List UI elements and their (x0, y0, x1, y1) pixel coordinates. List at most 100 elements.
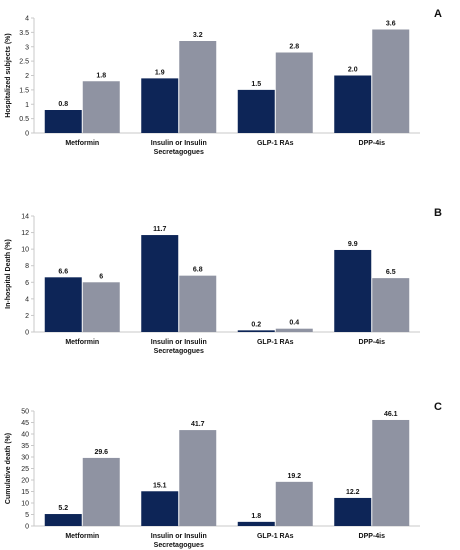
y-tick-label: 25 (21, 466, 29, 473)
y-tick-label: 1.5 (19, 87, 29, 94)
bar-series-2-0 (82, 282, 120, 332)
y-axis-title: In-hospital Death (%) (5, 239, 12, 309)
y-tick-label: 14 (21, 214, 29, 221)
chart-panel-a: 0 0.5 1 1.5 2 2.5 3 3.5 4 Hospitalized subjects (… (5, 8, 442, 156)
y-axis-title: Hospitalized subjects (%) (5, 33, 12, 117)
data-label: 6.8 (193, 267, 203, 274)
y-tick-label: 4 (25, 296, 29, 303)
y-tick-label: 3.5 (19, 30, 29, 37)
bar-series-2-1 (179, 41, 217, 133)
y-tick-label: 10 (21, 501, 29, 508)
bar-series-1-3 (334, 249, 372, 332)
data-label: 0.2 (251, 321, 261, 328)
data-label: 46.1 (384, 411, 398, 418)
data-label: 1.8 (96, 72, 106, 79)
bar-series-1-0 (44, 277, 82, 332)
bar-series-1-2 (237, 330, 275, 332)
category-label-line: GLP-1 RAs (257, 339, 294, 346)
y-tick-label: 8 (25, 263, 29, 270)
bar-series-2-1 (179, 430, 217, 526)
y-tick-label: 15 (21, 489, 29, 496)
category-label: Insulin or Insulin Secretagogues (151, 339, 207, 355)
data-label: 12.2 (346, 489, 360, 496)
chart-panel-b: 0 2 4 6 8 10 12 14 In-hospital Death (%) B 6.6 6 Met… (5, 207, 442, 355)
bar-series-2-0 (82, 457, 120, 526)
y-tick-label: 0 (25, 131, 29, 138)
category-label: GLP-1 RAs (257, 140, 294, 147)
y-tick-label: 3 (25, 44, 29, 51)
category-label: DPP-4is (359, 339, 386, 346)
data-label: 41.7 (191, 421, 205, 428)
y-axis-title: Cumulative death (%) (5, 433, 12, 504)
bar-series-1-1 (141, 78, 179, 133)
bar-series-2-2 (275, 52, 313, 133)
bar-series-1-1 (141, 235, 179, 332)
bar-series-2-2 (275, 328, 313, 332)
y-tick-label: 35 (21, 443, 29, 450)
data-label: 6.6 (58, 268, 68, 275)
bar-series-1-3 (334, 497, 372, 526)
y-tick-label: 30 (21, 455, 29, 462)
category-label-line: Metformin (65, 533, 99, 540)
y-tick-label: 4 (25, 16, 29, 23)
panel-label: A (434, 8, 442, 20)
y-tick-label: 10 (21, 247, 29, 254)
category-label-line: DPP-4is (359, 339, 386, 346)
y-tick-label: 20 (21, 478, 29, 485)
panel-label: B (434, 207, 442, 219)
y-tick-label: 0 (25, 330, 29, 337)
bar-series-2-1 (179, 275, 217, 332)
data-label: 0.8 (58, 101, 68, 108)
bar-series-1-3 (334, 75, 372, 133)
category-label: Metformin (65, 339, 99, 346)
y-tick-label: 2 (25, 313, 29, 320)
category-label: DPP-4is (359, 533, 386, 540)
data-label: 2.0 (348, 67, 358, 74)
y-tick-label: 40 (21, 432, 29, 439)
category-label: GLP-1 RAs (257, 533, 294, 540)
y-tick-label: 6 (25, 280, 29, 287)
y-tick-label: 2.5 (19, 59, 29, 66)
data-label: 2.8 (289, 44, 299, 51)
data-label: 1.9 (155, 69, 165, 76)
y-tick-label: 5 (25, 512, 29, 519)
category-label-line: DPP-4is (359, 533, 386, 540)
y-tick-label: 45 (21, 420, 29, 427)
y-tick-label: 1 (25, 102, 29, 109)
category-label-line: Insulin or Insulin (151, 140, 207, 147)
data-label: 0.4 (289, 320, 299, 327)
category-label-line: DPP-4is (359, 140, 386, 147)
bar-series-1-0 (44, 514, 82, 526)
y-tick-label: 50 (21, 409, 29, 416)
category-label: GLP-1 RAs (257, 339, 294, 346)
bar-series-1-0 (44, 110, 82, 133)
bar-series-2-2 (275, 481, 313, 526)
data-label: 1.8 (251, 513, 261, 520)
data-label: 15.1 (153, 482, 167, 489)
category-label-line: Secretagogues (154, 348, 204, 355)
category-label-line: Insulin or Insulin (151, 533, 207, 540)
bar-series-2-3 (372, 419, 410, 526)
data-label: 6.5 (386, 269, 396, 276)
category-label-line: Metformin (65, 339, 99, 346)
category-label: Insulin or Insulin Secretagogues (151, 140, 207, 156)
bar-series-2-0 (82, 81, 120, 133)
y-tick-label: 0.5 (19, 116, 29, 123)
data-label: 9.9 (348, 241, 358, 248)
category-label-line: Insulin or Insulin (151, 339, 207, 346)
category-label-line: Metformin (65, 140, 99, 147)
category-label-line: Secretagogues (154, 149, 204, 156)
data-label: 6 (99, 273, 103, 280)
data-label: 1.5 (251, 81, 261, 88)
category-label: DPP-4is (359, 140, 386, 147)
bar-series-2-3 (372, 29, 410, 133)
y-tick-label: 0 (25, 524, 29, 531)
category-label-line: Secretagogues (154, 542, 204, 549)
data-label: 3.2 (193, 32, 203, 39)
panel-label: C (434, 401, 442, 413)
data-label: 5.2 (58, 505, 68, 512)
category-label-line: GLP-1 RAs (257, 533, 294, 540)
y-tick-label: 12 (21, 230, 29, 237)
data-label: 3.6 (386, 21, 396, 28)
